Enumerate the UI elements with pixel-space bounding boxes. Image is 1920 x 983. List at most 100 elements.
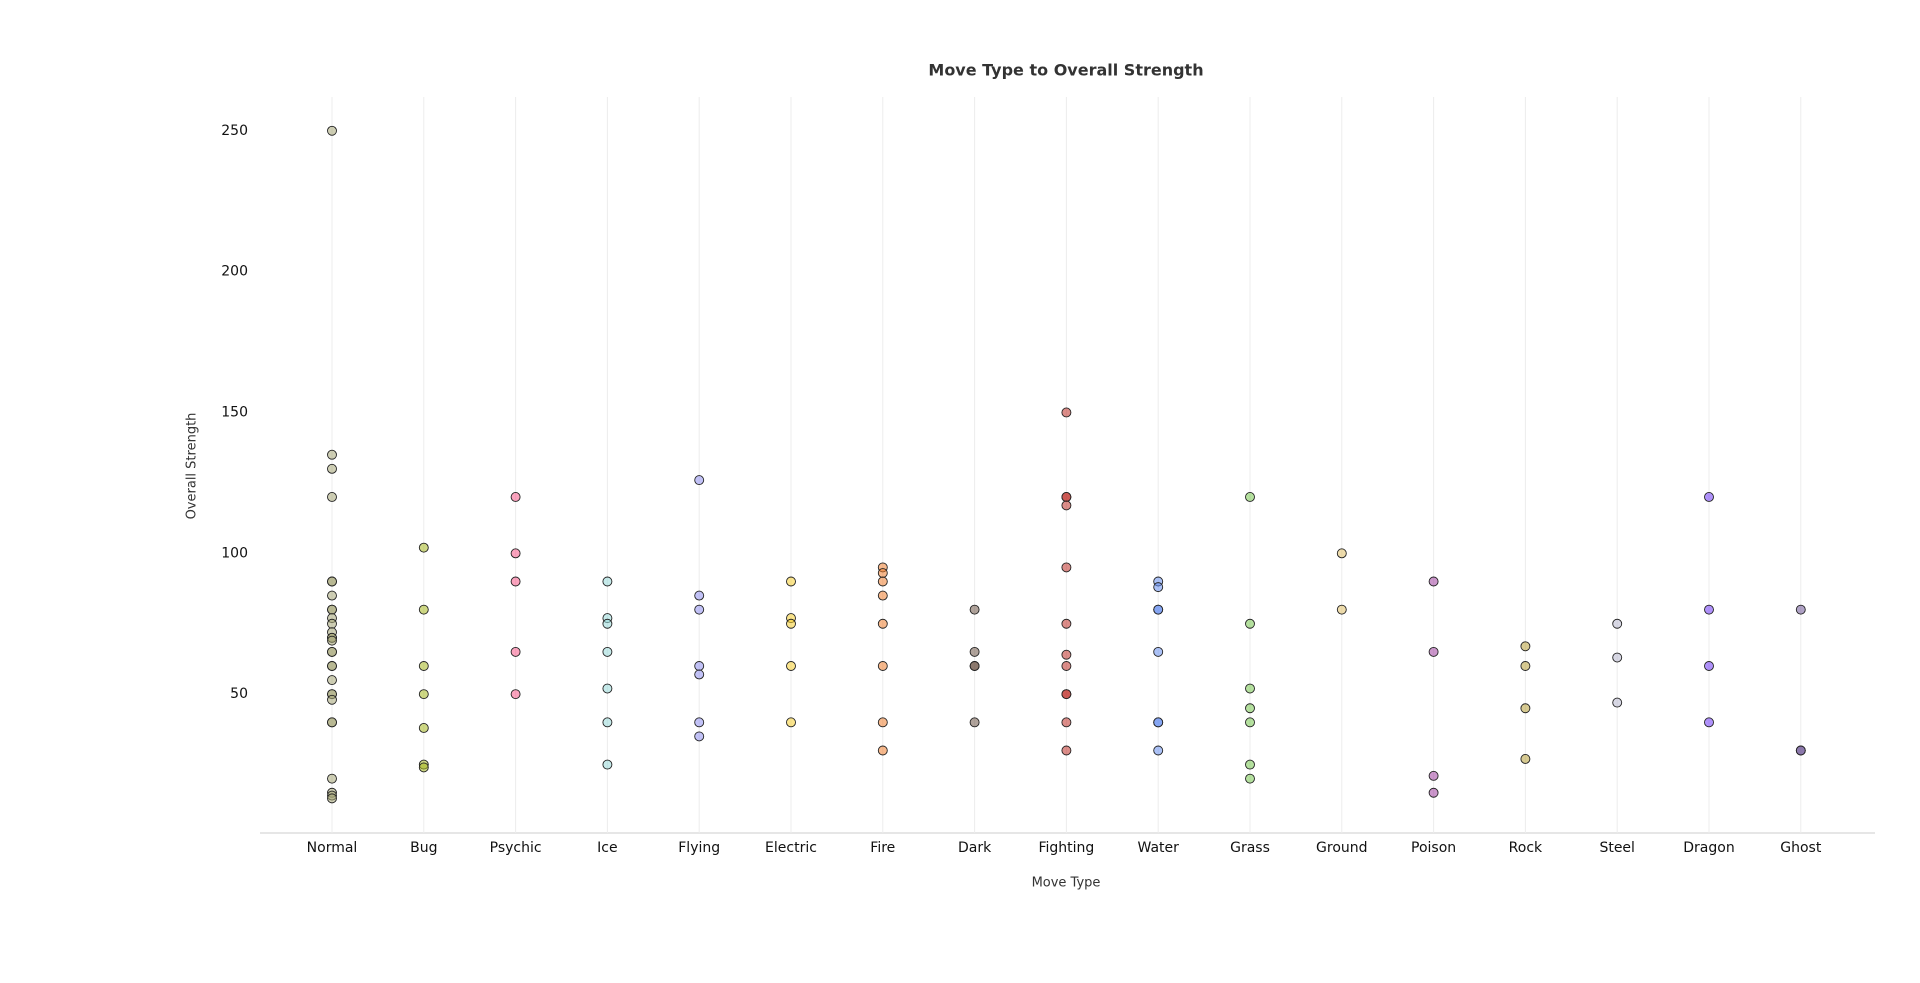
point <box>1061 661 1072 671</box>
point <box>1520 641 1531 652</box>
point <box>1061 649 1072 660</box>
point <box>1704 604 1714 615</box>
point <box>327 449 337 460</box>
point <box>602 717 613 728</box>
point <box>786 576 796 587</box>
x-tick-label: Rock <box>1509 840 1543 856</box>
point <box>1428 770 1439 781</box>
point <box>327 492 337 502</box>
point <box>1520 661 1531 671</box>
point <box>1153 604 1164 615</box>
y-tick-label: 150 <box>221 404 248 420</box>
point <box>602 576 613 587</box>
point <box>877 576 888 587</box>
point <box>327 463 337 474</box>
point <box>327 646 337 657</box>
point <box>969 717 980 728</box>
point <box>877 590 888 601</box>
point <box>1061 745 1072 756</box>
point <box>786 661 796 671</box>
point <box>1704 661 1714 671</box>
point <box>1061 562 1072 573</box>
point <box>969 604 980 615</box>
point <box>1245 717 1255 728</box>
point <box>510 646 521 657</box>
point <box>327 793 337 804</box>
point <box>1061 492 1072 502</box>
point <box>877 745 888 756</box>
point <box>1153 717 1164 728</box>
x-tick-label: Flying <box>678 840 720 856</box>
point <box>877 618 888 629</box>
x-tick-label: Ice <box>597 840 617 856</box>
x-tick-label: Fighting <box>1038 840 1094 856</box>
point <box>786 717 796 728</box>
x-tick-label: Bug <box>410 840 437 856</box>
x-axis-label: Move Type <box>1032 876 1101 891</box>
point <box>1153 646 1164 657</box>
x-tick-label: Grass <box>1230 840 1270 856</box>
point <box>1061 689 1072 700</box>
point <box>877 568 888 578</box>
point <box>418 762 429 773</box>
point <box>602 646 613 657</box>
x-tick-label: Ground <box>1316 840 1368 856</box>
chart-title: Move Type to Overall Strength <box>928 61 1203 80</box>
x-tick-label: Dragon <box>1683 840 1734 856</box>
point <box>1245 492 1255 502</box>
point <box>1245 759 1255 770</box>
x-tick-label: Steel <box>1599 840 1635 856</box>
point <box>510 548 521 559</box>
point <box>877 661 888 671</box>
point <box>694 475 705 486</box>
point <box>877 717 888 728</box>
point <box>694 717 705 728</box>
point <box>327 604 337 615</box>
point <box>694 669 705 680</box>
point <box>1612 697 1623 708</box>
point <box>1245 703 1255 714</box>
point <box>1428 576 1439 587</box>
point <box>510 689 521 700</box>
point <box>1428 646 1439 657</box>
x-tick-label: Water <box>1138 840 1180 856</box>
point <box>602 759 613 770</box>
point <box>1061 500 1072 511</box>
point <box>1520 703 1531 714</box>
point <box>694 731 705 742</box>
point <box>1245 773 1255 784</box>
point <box>1795 604 1806 615</box>
point <box>1612 618 1623 629</box>
point <box>1153 745 1164 756</box>
point <box>1061 717 1072 728</box>
point <box>327 590 337 601</box>
point <box>1795 745 1806 756</box>
point <box>327 635 337 646</box>
point <box>510 492 521 502</box>
point <box>327 125 337 136</box>
point <box>969 661 980 671</box>
point <box>327 661 337 671</box>
point <box>969 646 980 657</box>
point <box>1704 717 1714 728</box>
point <box>418 604 429 615</box>
y-axis-label: Overall Strength <box>185 413 200 520</box>
point <box>418 689 429 700</box>
point <box>327 675 337 686</box>
point <box>694 590 705 601</box>
point <box>1704 492 1714 502</box>
point <box>1153 582 1164 593</box>
point <box>1245 683 1255 694</box>
point <box>327 694 337 705</box>
point <box>694 604 705 615</box>
point <box>327 717 337 728</box>
point <box>327 773 337 784</box>
y-tick-label: 100 <box>221 545 248 561</box>
x-tick-label: Dark <box>958 840 992 856</box>
y-tick-label: 250 <box>221 123 248 139</box>
point <box>327 576 337 587</box>
point <box>786 618 796 629</box>
point <box>602 618 613 629</box>
